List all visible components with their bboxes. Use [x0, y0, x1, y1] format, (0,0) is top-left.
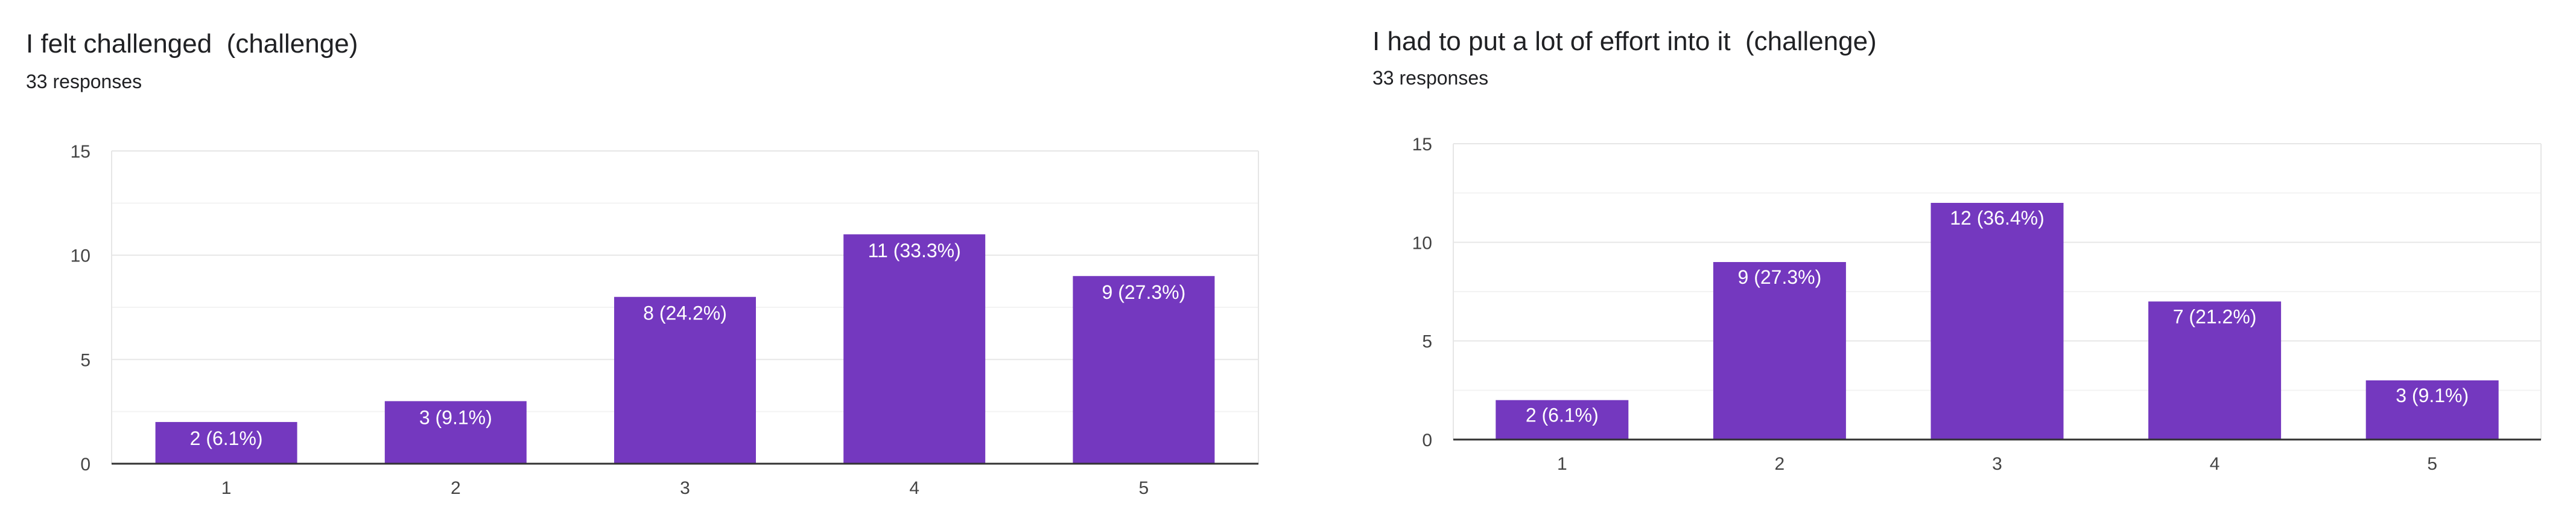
x-tick-label: 2: [1775, 454, 1785, 474]
y-tick-label: 15: [1412, 135, 1432, 155]
x-tick-label: 3: [1992, 454, 2002, 474]
bar[interactable]: [1073, 276, 1215, 464]
bar[interactable]: [155, 421, 297, 464]
bar-data-label: 2 (6.1%): [190, 427, 263, 449]
y-tick-label: 10: [1412, 233, 1432, 253]
bar-data-label: 11 (33.3%): [868, 240, 961, 261]
chart-panel-effort: I had to put a lot of effort into it (ch…: [1347, 0, 2576, 512]
x-tick-label: 5: [1139, 478, 1149, 498]
bar[interactable]: [2148, 301, 2282, 440]
x-tick-label: 3: [680, 478, 690, 498]
y-tick-label: 15: [71, 142, 90, 162]
bar-chart: 0 5 10 15 2 (6.1%) 1 3 (9.1%) 2 8 (24.2%) 3 11 (33…: [71, 142, 1259, 498]
bar-data-label: 2 (6.1%): [1526, 405, 1599, 426]
y-tick-label: 0: [80, 455, 90, 475]
bar-data-label: 3 (9.1%): [2396, 385, 2469, 406]
bar[interactable]: [614, 296, 756, 464]
bar[interactable]: [1930, 203, 2064, 440]
y-tick-label: 0: [1422, 430, 1432, 450]
y-tick-label: 5: [80, 350, 90, 370]
y-tick-label: 10: [71, 246, 90, 266]
bar-data-label: 9 (27.3%): [1738, 266, 1822, 288]
bar[interactable]: [843, 234, 986, 464]
chart-panel-felt-challenged: I felt challenged (challenge) 33 respons…: [26, 29, 1259, 498]
x-tick-label: 4: [2210, 454, 2220, 474]
bar[interactable]: [1713, 262, 1846, 440]
bar[interactable]: [1496, 400, 1629, 440]
bar[interactable]: [2365, 380, 2499, 440]
bar-data-label: 3 (9.1%): [419, 406, 492, 428]
x-tick-label: 1: [1557, 454, 1567, 474]
bar-data-label: 8 (24.2%): [643, 302, 727, 324]
response-count: 33 responses: [26, 71, 142, 92]
bar-data-label: 7 (21.2%): [2173, 306, 2257, 327]
bar-data-label: 9 (27.3%): [1102, 281, 1186, 303]
y-tick-label: 5: [1422, 332, 1432, 352]
x-tick-label: 4: [909, 478, 919, 498]
x-tick-label: 5: [2427, 454, 2437, 474]
bar-data-label: 12 (36.4%): [1950, 207, 2045, 229]
x-tick-label: 1: [221, 478, 232, 498]
response-count: 33 responses: [1372, 67, 1489, 89]
chart-title: I had to put a lot of effort into it (ch…: [1372, 27, 1877, 56]
bar-chart: 0 5 10 15 2 (6.1%) 1 9 (27.3%) 2 12 (36.4%) 3 7 (2…: [1412, 135, 2542, 474]
bar[interactable]: [384, 401, 527, 464]
x-tick-label: 2: [451, 478, 461, 498]
chart-title: I felt challenged (challenge): [26, 29, 358, 59]
